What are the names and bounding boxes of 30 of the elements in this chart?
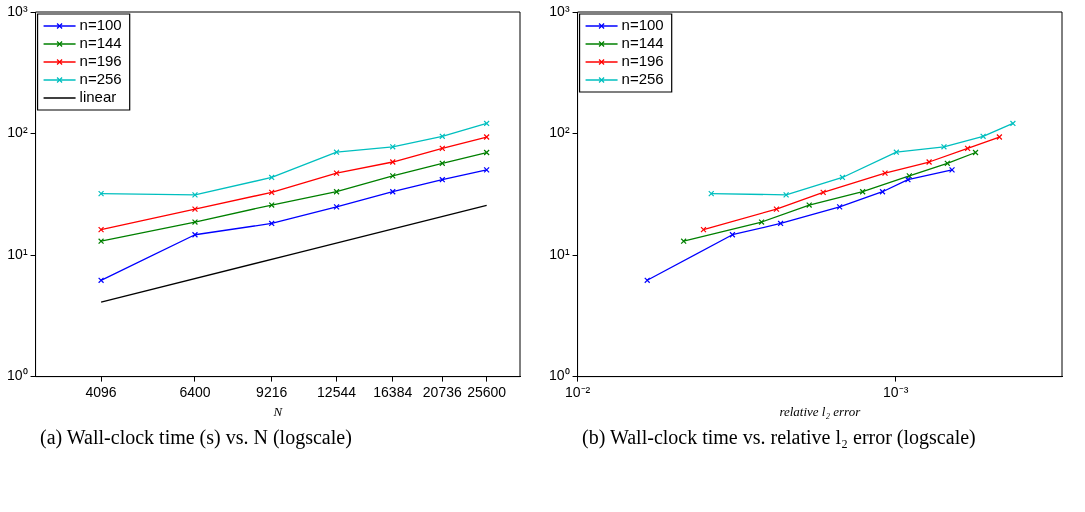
x-tick-label: 20736 <box>422 383 462 400</box>
legend-label: n=196 <box>79 52 122 70</box>
legend-label: n=100 <box>621 16 664 34</box>
x-tick-label: 10⁻² <box>564 383 591 400</box>
y-tick-label: 10³ <box>7 2 28 19</box>
legend-label: n=100 <box>79 16 122 34</box>
x-axis-title: relative l₂ error <box>779 403 862 419</box>
y-tick-label: 10⁰ <box>548 367 570 384</box>
y-tick-label: 10¹ <box>549 245 570 262</box>
y-tick-label: 10⁰ <box>6 367 28 384</box>
x-tick-label: 25600 <box>467 383 507 400</box>
y-tick-label: 10³ <box>549 2 570 19</box>
x-tick-label: 12544 <box>317 383 357 400</box>
y-tick-label: 10¹ <box>7 245 28 262</box>
legend-label: n=196 <box>621 52 664 70</box>
text: (b) Wall-clock time vs. relative l₂ error (logscale) <box>581 425 977 450</box>
legend-label: n=144 <box>621 34 664 52</box>
x-tick-label: 6400 <box>179 383 211 400</box>
x-tick-label: 16384 <box>373 383 413 400</box>
legend-label: n=256 <box>621 70 664 88</box>
x-tick-label: 4096 <box>85 383 117 400</box>
x-tick-label: 10⁻³ <box>883 383 909 400</box>
y-tick-label: 10² <box>549 124 570 141</box>
legend-label: linear <box>79 88 117 106</box>
x-tick-label: 9216 <box>256 383 288 400</box>
y-tick-label: 10² <box>7 124 28 141</box>
x-axis-title: N <box>272 403 284 419</box>
legend-label: n=256 <box>79 70 122 88</box>
legend-label: n=144 <box>79 34 122 52</box>
text: (a) Wall-clock time (s) vs. N (logscale) <box>39 425 353 450</box>
